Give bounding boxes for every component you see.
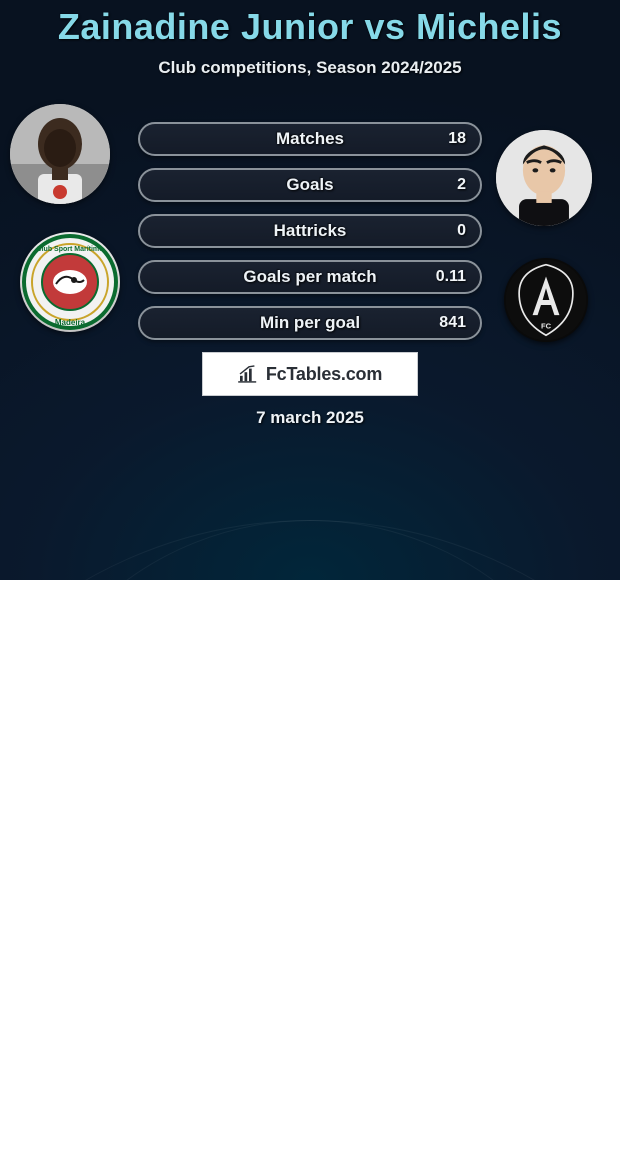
brand-text: FcTables.com <box>266 364 382 385</box>
svg-text:Madeira: Madeira <box>55 318 86 327</box>
stat-row-hattricks: Hattricks 0 <box>138 214 482 248</box>
stat-row-gpm: Goals per match 0.11 <box>138 260 482 294</box>
stat-value-right: 18 <box>448 130 466 148</box>
stat-row-matches: Matches 18 <box>138 122 482 156</box>
club2-crest: FC <box>504 258 588 342</box>
title-vs: vs <box>364 6 405 47</box>
stat-label: Goals per match <box>243 267 376 287</box>
chart-icon <box>238 365 260 383</box>
infographic: Zainadine Junior vs Michelis Club compet… <box>0 0 620 580</box>
stats-list: Matches 18 Goals 2 Hattricks 0 Goals per… <box>138 122 482 352</box>
stat-row-mpg: Min per goal 841 <box>138 306 482 340</box>
stat-value-right: 0 <box>457 222 466 240</box>
svg-text:FC: FC <box>541 322 552 331</box>
stat-value-right: 2 <box>457 176 466 194</box>
player2-avatar <box>496 130 592 226</box>
stat-value-right: 841 <box>439 314 466 332</box>
stat-label: Goals <box>286 175 333 195</box>
svg-text:Club Sport Marítimo: Club Sport Marítimo <box>37 246 104 253</box>
page-title: Zainadine Junior vs Michelis <box>0 0 620 48</box>
stat-label: Min per goal <box>260 313 360 333</box>
stat-row-goals: Goals 2 <box>138 168 482 202</box>
stat-label: Matches <box>276 129 344 149</box>
title-player1: Zainadine Junior <box>58 6 354 47</box>
title-player2: Michelis <box>416 6 562 47</box>
date-label: 7 march 2025 <box>0 408 620 428</box>
subtitle: Club competitions, Season 2024/2025 <box>0 58 620 78</box>
stat-label: Hattricks <box>274 221 347 241</box>
stat-value-right: 0.11 <box>436 268 466 286</box>
player1-avatar <box>10 104 110 204</box>
club1-crest: Club Sport Marítimo Madeira <box>20 232 120 332</box>
brand-badge: FcTables.com <box>202 352 418 396</box>
